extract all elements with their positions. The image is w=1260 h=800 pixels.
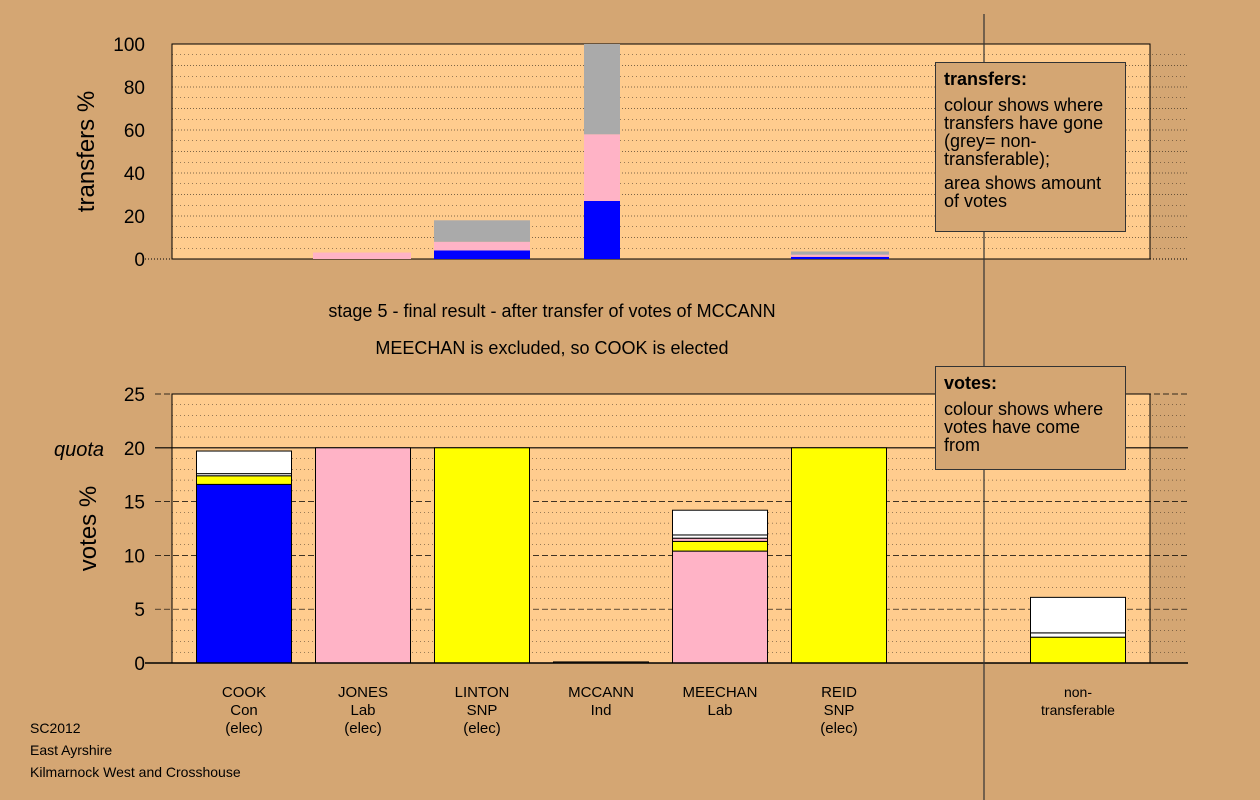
candidate-label: REID: [821, 684, 857, 701]
vote-bar-segment: [672, 540, 768, 552]
candidate-label: (elec): [225, 720, 263, 737]
transfer-bar-segment: [434, 220, 530, 242]
vote-bar-segment: [196, 483, 292, 664]
transfers-legend-text-2: area shows amount of votes: [944, 173, 1102, 211]
bottom-y-tick-label: 10: [124, 546, 145, 567]
transfer-bar-segment: [791, 256, 889, 259]
vote-bar-segment: [672, 550, 768, 664]
transfer-bar-segment: [584, 134, 620, 201]
votes-legend-text: colour shows where votes have come from: [944, 399, 1104, 455]
vote-bar-segment: [434, 447, 530, 664]
bottom-y-axis-label: votes %: [75, 486, 102, 571]
vote-bar-segment: [1030, 596, 1126, 634]
vote-bar-segment: [315, 447, 411, 664]
top-y-tick-label: 80: [124, 78, 145, 99]
bottom-y-tick-label: 15: [124, 493, 145, 514]
transfer-bar-segment: [434, 241, 530, 251]
vote-bar-segment: [1030, 632, 1126, 638]
vote-bar-segment: [196, 450, 292, 475]
candidate-label: (elec): [820, 720, 858, 737]
vote-bar-segment: [1030, 636, 1126, 664]
top-y-tick-label: 60: [124, 121, 145, 142]
transfer-bar-segment: [434, 250, 530, 259]
candidate-label: Ind: [591, 702, 612, 719]
candidate-label: (elec): [463, 720, 501, 737]
source-election: SC2012: [30, 720, 81, 736]
candidate-label: SNP: [467, 702, 498, 719]
candidate-label: Lab: [707, 702, 732, 719]
candidate-label: Con: [230, 702, 258, 719]
candidate-label: transferable: [1041, 702, 1115, 718]
vote-bar-segment: [791, 447, 887, 664]
candidate-label: JONES: [338, 684, 388, 701]
bottom-y-tick-label: 20: [124, 439, 145, 460]
votes-legend: votes: colour shows where votes have com…: [935, 366, 1126, 470]
transfers-legend-title: transfers:: [944, 69, 1028, 89]
stage-title: stage 5 - final result - after transfer …: [328, 301, 776, 321]
top-y-tick-label: 0: [134, 250, 145, 271]
source-council: East Ayrshire: [30, 742, 113, 758]
candidate-label: MEECHAN: [682, 684, 757, 701]
top-y-axis-label: transfers %: [73, 91, 100, 212]
candidate-label: SNP: [824, 702, 855, 719]
top-y-tick-label: 20: [124, 207, 145, 228]
candidate-label: LINTON: [455, 684, 510, 701]
transfer-bar-segment: [791, 254, 889, 257]
top-y-tick-label: 100: [113, 35, 145, 56]
quota-label: quota: [54, 439, 104, 461]
result-title: MEECHAN is excluded, so COOK is elected: [375, 338, 729, 358]
candidate-label: COOK: [222, 684, 266, 701]
candidate-label: (elec): [344, 720, 382, 737]
source-ward: Kilmarnock West and Crosshouse: [30, 764, 241, 780]
bottom-y-tick-label: 0: [134, 654, 145, 675]
bottom-y-tick-label: 5: [134, 600, 145, 621]
candidate-label: non-: [1064, 684, 1092, 700]
top-y-tick-label: 40: [124, 164, 145, 185]
candidate-label: Lab: [350, 702, 375, 719]
votes-legend-title: votes:: [944, 373, 998, 393]
bottom-y-tick-label: 25: [124, 385, 145, 406]
transfer-bar-segment: [584, 200, 620, 259]
vote-bar-segment: [196, 475, 292, 485]
transfer-bar-segment: [584, 44, 620, 135]
candidate-label: MCCANN: [568, 684, 634, 701]
transfers-legend: transfers: colour shows where transfers …: [935, 62, 1126, 232]
transfer-bar-segment: [313, 252, 411, 259]
transfers-legend-text-1: colour shows where transfers have gone (…: [944, 95, 1104, 169]
transfer-bar-segment: [791, 251, 889, 255]
vote-bar-segment: [672, 509, 768, 536]
